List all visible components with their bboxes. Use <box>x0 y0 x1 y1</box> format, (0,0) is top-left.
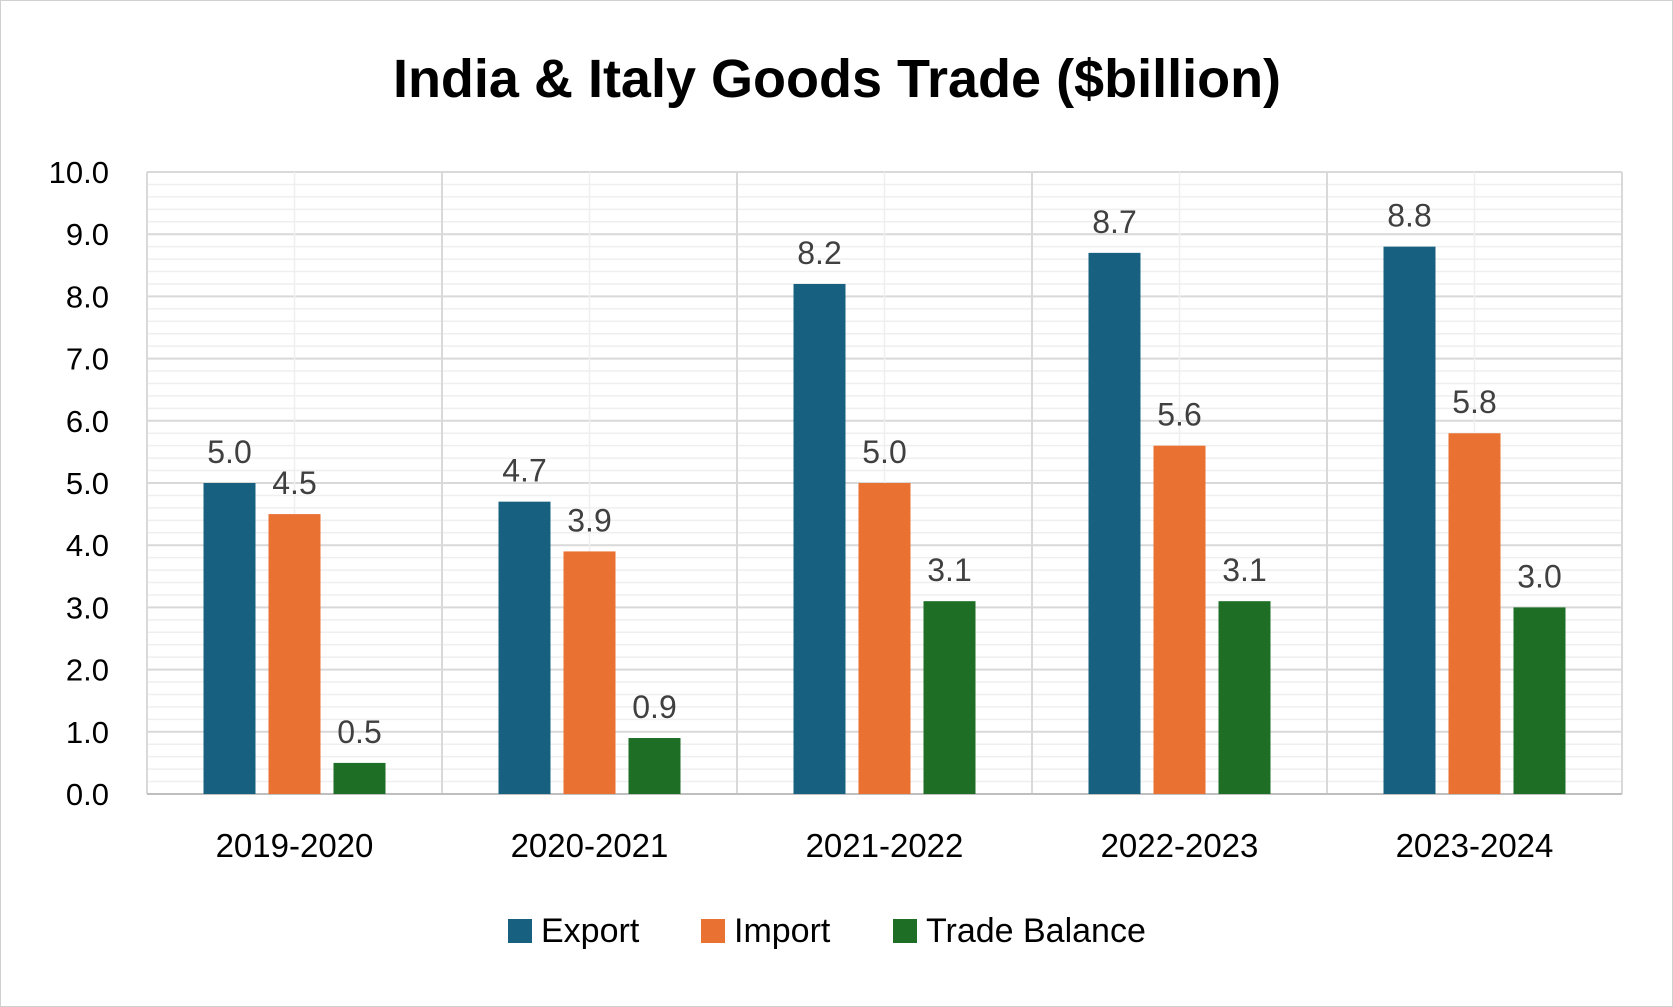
data-label: 4.7 <box>502 453 546 489</box>
y-tick-label: 3.0 <box>66 590 109 625</box>
data-label: 3.9 <box>567 502 611 538</box>
data-label: 8.7 <box>1092 204 1136 240</box>
bar-export <box>793 283 846 794</box>
bars <box>203 246 1566 795</box>
legend-swatch <box>508 919 532 943</box>
data-label: 5.6 <box>1157 397 1201 433</box>
bar-trade-balance <box>333 762 386 794</box>
x-tick-label: 2019-2020 <box>216 827 374 864</box>
y-tick-label: 4.0 <box>66 528 109 563</box>
bar-import <box>858 483 911 794</box>
y-tick-label: 8.0 <box>66 279 109 314</box>
y-tick-label: 6.0 <box>66 404 109 439</box>
y-tick-label: 5.0 <box>66 466 109 501</box>
x-axis-labels: 2019-2020 2020-2021 2021-2022 2022-2023 2023… <box>216 827 1554 864</box>
bar-import <box>268 514 321 794</box>
bar-export <box>1088 252 1141 795</box>
legend: Export Import Trade Balance <box>508 912 1146 950</box>
data-label: 0.9 <box>632 689 676 725</box>
data-label: 0.5 <box>337 714 381 750</box>
bar-import <box>563 551 616 794</box>
y-tick-label: 7.0 <box>66 342 109 377</box>
y-tick-label: 0.0 <box>66 777 109 812</box>
data-label: 5.8 <box>1452 384 1496 420</box>
data-label: 4.5 <box>272 465 316 501</box>
data-labels: 5.0 4.5 0.5 4.7 3.9 0.9 8.2 5.0 3.1 8.7 5.6 3.1 8.8 5… <box>207 198 1561 750</box>
x-tick-label: 2022-2023 <box>1101 827 1259 864</box>
data-label: 8.8 <box>1387 198 1431 234</box>
data-label: 5.0 <box>862 434 906 470</box>
bar-import <box>1153 445 1206 794</box>
legend-label: Import <box>734 912 831 950</box>
bar-trade-balance <box>1218 601 1271 794</box>
legend-swatch <box>701 919 725 943</box>
y-tick-label: 1.0 <box>66 715 109 750</box>
chart-title: India & Italy Goods Trade ($billion) <box>393 49 1281 109</box>
bar-trade-balance <box>628 738 681 794</box>
bar-export <box>1383 246 1436 794</box>
data-label: 3.0 <box>1517 558 1561 594</box>
bar-export <box>203 483 256 794</box>
bar-export <box>498 501 551 794</box>
legend-swatch <box>893 919 917 943</box>
data-label: 3.1 <box>1222 552 1266 588</box>
y-tick-label: 2.0 <box>66 653 109 688</box>
data-label: 3.1 <box>927 552 971 588</box>
y-tick-label: 10.0 <box>49 155 109 190</box>
legend-label: Trade Balance <box>926 912 1146 950</box>
x-tick-label: 2020-2021 <box>511 827 669 864</box>
bar-import <box>1448 433 1501 794</box>
x-tick-label: 2023-2024 <box>1396 827 1554 864</box>
data-label: 8.2 <box>797 235 841 271</box>
x-tick-label: 2021-2022 <box>806 827 964 864</box>
y-axis-ticks: 0.0 1.0 2.0 3.0 4.0 5.0 6.0 7.0 8.0 9.0 10.0 <box>49 155 109 812</box>
bar-trade-balance <box>1513 607 1566 794</box>
bar-trade-balance <box>923 601 976 794</box>
y-tick-label: 9.0 <box>66 217 109 252</box>
legend-label: Export <box>541 912 640 950</box>
data-label: 5.0 <box>207 434 251 470</box>
